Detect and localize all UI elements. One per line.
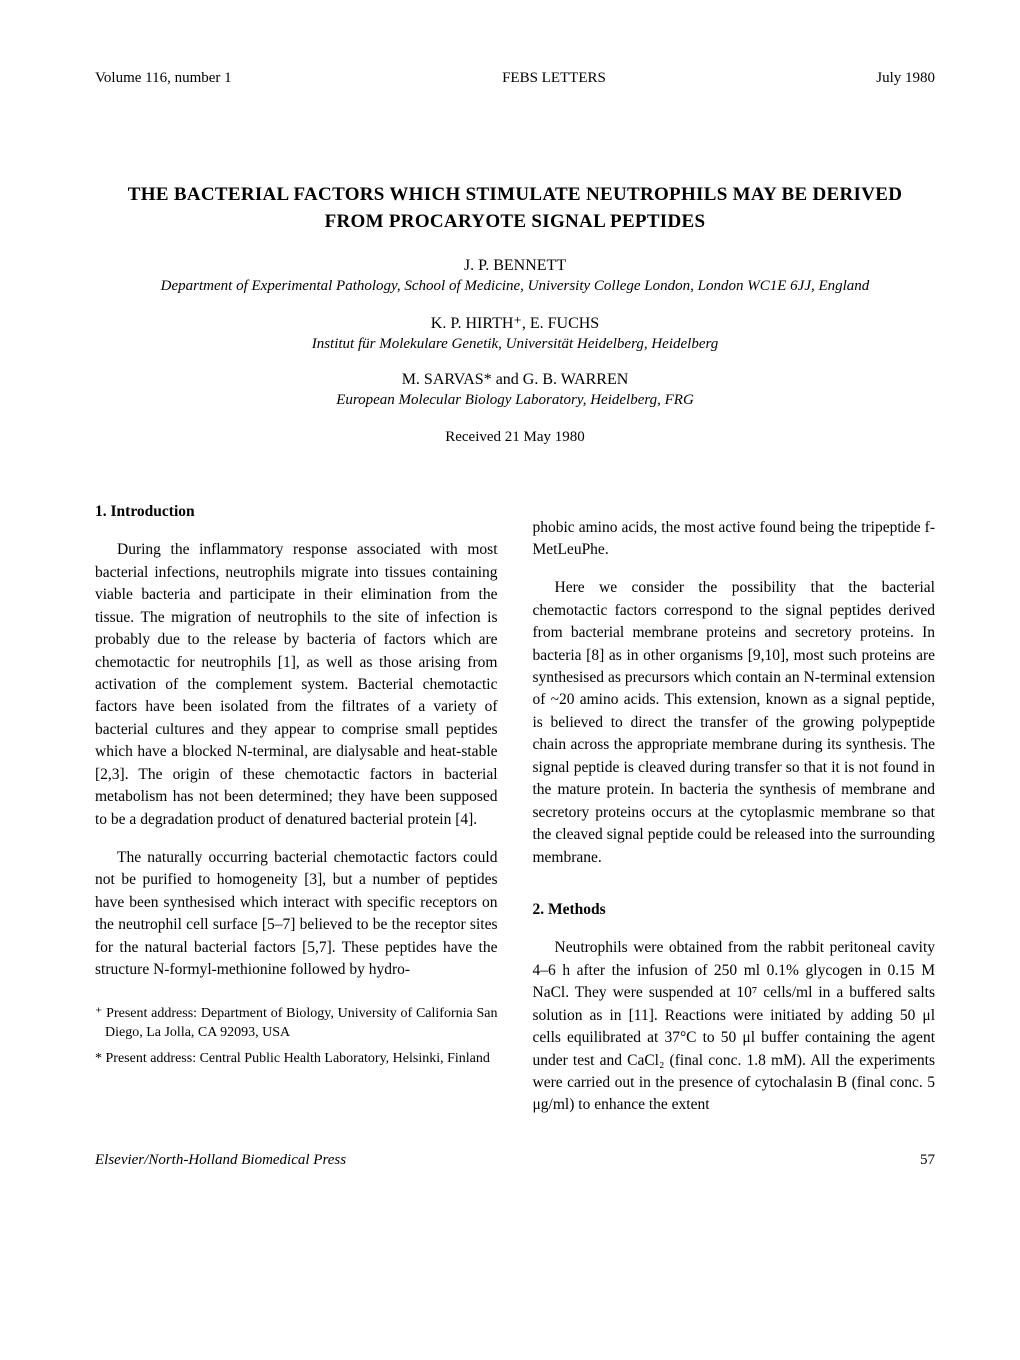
author-name: J. P. BENNETT xyxy=(95,257,935,275)
author-block-3: M. SARVAS* and G. B. WARREN European Mol… xyxy=(95,371,935,409)
author-affiliation: Institut für Molekulare Genetik, Univers… xyxy=(95,336,935,353)
author-affiliation: European Molecular Biology Laboratory, H… xyxy=(95,392,935,409)
footer-page-number: 57 xyxy=(920,1152,935,1169)
author-name: K. P. HIRTH⁺, E. FUCHS xyxy=(95,313,935,333)
author-name: M. SARVAS* and G. B. WARREN xyxy=(95,371,935,389)
header-date: July 1980 xyxy=(876,70,935,87)
article-title: THE BACTERIAL FACTORS WHICH STIMULATE NE… xyxy=(95,182,935,235)
author-affiliation: Department of Experimental Pathology, Sc… xyxy=(95,278,935,295)
left-column: 1. Introduction During the inflammatory … xyxy=(95,501,498,1117)
col2-paragraph-1: phobic amino acids, the most active foun… xyxy=(533,517,936,562)
header-volume: Volume 116, number 1 xyxy=(95,70,232,87)
methods-paragraph-1: Neutrophils were obtained from the rabbi… xyxy=(533,937,936,1117)
footnotes: ⁺ Present address: Department of Biology… xyxy=(95,1004,498,1069)
footnote-2: * Present address: Central Public Health… xyxy=(95,1049,498,1069)
page-header: Volume 116, number 1 FEBS LETTERS July 1… xyxy=(95,70,935,87)
page-footer: Elsevier/North-Holland Biomedical Press … xyxy=(95,1152,935,1169)
title-line-1: THE BACTERIAL FACTORS WHICH STIMULATE NE… xyxy=(95,182,935,209)
body-columns: 1. Introduction During the inflammatory … xyxy=(95,501,935,1117)
methods-heading: 2. Methods xyxy=(533,899,936,921)
author-block-1: J. P. BENNETT Department of Experimental… xyxy=(95,257,935,295)
right-column: phobic amino acids, the most active foun… xyxy=(533,501,936,1117)
col2-paragraph-2: Here we consider the possibility that th… xyxy=(533,577,936,869)
header-journal: FEBS LETTERS xyxy=(502,70,606,87)
introduction-heading: 1. Introduction xyxy=(95,501,498,523)
footer-publisher: Elsevier/North-Holland Biomedical Press xyxy=(95,1152,346,1169)
footnote-1: ⁺ Present address: Department of Biology… xyxy=(95,1004,498,1043)
received-date: Received 21 May 1980 xyxy=(95,429,935,446)
intro-paragraph-2: The naturally occurring bacterial chemot… xyxy=(95,847,498,982)
title-line-2: FROM PROCARYOTE SIGNAL PEPTIDES xyxy=(95,209,935,236)
intro-paragraph-1: During the inflammatory response associa… xyxy=(95,539,498,831)
author-block-2: K. P. HIRTH⁺, E. FUCHS Institut für Mole… xyxy=(95,313,935,353)
